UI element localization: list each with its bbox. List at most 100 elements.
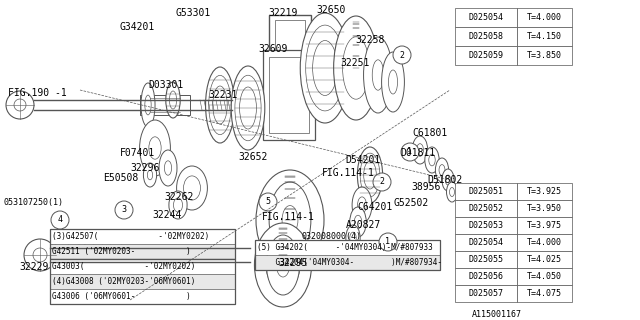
Text: C61801: C61801 [412, 128, 447, 138]
Ellipse shape [147, 170, 152, 180]
Text: G34201: G34201 [120, 22, 156, 32]
Text: 32652: 32652 [238, 152, 268, 162]
Circle shape [24, 239, 56, 271]
Ellipse shape [59, 248, 65, 262]
Ellipse shape [92, 241, 105, 269]
Text: T=4.025: T=4.025 [527, 255, 562, 264]
Text: D025057: D025057 [468, 289, 504, 298]
Bar [50, 274, 235, 289]
Text: 32229: 32229 [19, 262, 49, 272]
Ellipse shape [445, 175, 451, 185]
Ellipse shape [149, 137, 161, 159]
Text: T=4.075: T=4.075 [527, 289, 562, 298]
Bar [455, 268, 517, 285]
Ellipse shape [170, 91, 177, 109]
Bar [50, 244, 235, 259]
Bar [517, 251, 572, 268]
Circle shape [379, 233, 397, 251]
Bar [517, 8, 572, 27]
Text: 4: 4 [58, 215, 63, 225]
Circle shape [401, 143, 419, 161]
Text: D025053: D025053 [468, 221, 504, 230]
Ellipse shape [435, 158, 449, 182]
Ellipse shape [360, 153, 380, 197]
Ellipse shape [364, 37, 392, 113]
Text: 32219: 32219 [268, 8, 298, 18]
Bar [50, 229, 235, 259]
Ellipse shape [54, 237, 70, 273]
Bar [275, 20, 305, 80]
Ellipse shape [429, 154, 435, 166]
Bar [455, 251, 517, 268]
Ellipse shape [312, 41, 337, 95]
Text: 32262: 32262 [164, 192, 193, 202]
Bar [50, 259, 235, 304]
Ellipse shape [235, 75, 261, 141]
Text: T=4.050: T=4.050 [527, 272, 562, 281]
Bar [455, 8, 517, 27]
Circle shape [14, 99, 26, 111]
Bar [517, 268, 572, 285]
Text: T=4.000: T=4.000 [527, 238, 562, 247]
Ellipse shape [449, 188, 454, 196]
Text: D025055: D025055 [468, 255, 504, 264]
Bar [269, 57, 309, 133]
Text: G42511 ('02MY0203-           ): G42511 ('02MY0203- ) [52, 247, 191, 256]
Ellipse shape [141, 83, 155, 127]
Bar [255, 255, 440, 270]
Text: G52502: G52502 [394, 198, 429, 208]
Bar [263, 50, 315, 140]
Ellipse shape [266, 235, 300, 295]
Text: G43006 ('06MY0601-           ): G43006 ('06MY0601- ) [52, 292, 191, 301]
Text: D025056: D025056 [468, 272, 504, 281]
Ellipse shape [442, 169, 454, 191]
Ellipse shape [255, 223, 312, 307]
Text: D51802: D51802 [427, 175, 462, 185]
Bar [517, 234, 572, 251]
Bar [269, 15, 311, 85]
Bar [50, 259, 235, 274]
Text: C64201: C64201 [357, 202, 392, 212]
Text: D025054: D025054 [468, 13, 504, 22]
Bar [455, 234, 517, 251]
Ellipse shape [184, 176, 200, 200]
Text: 1: 1 [385, 237, 390, 246]
Bar [455, 183, 517, 200]
Ellipse shape [439, 164, 445, 175]
Ellipse shape [212, 86, 227, 124]
Bar [455, 27, 517, 46]
Text: D025054: D025054 [468, 238, 504, 247]
Ellipse shape [205, 67, 234, 143]
Text: T=3.950: T=3.950 [527, 204, 562, 213]
Text: 32609: 32609 [258, 44, 287, 54]
Ellipse shape [425, 147, 439, 173]
Text: F07401: F07401 [120, 148, 156, 158]
Ellipse shape [95, 249, 101, 261]
Ellipse shape [381, 52, 404, 112]
Ellipse shape [173, 198, 182, 212]
Ellipse shape [447, 182, 458, 202]
Text: 32295: 32295 [278, 258, 307, 268]
Ellipse shape [306, 25, 344, 111]
Circle shape [6, 91, 34, 119]
Ellipse shape [143, 163, 157, 187]
Bar [255, 240, 440, 255]
Text: 3: 3 [122, 205, 127, 214]
Text: FIG.114-1: FIG.114-1 [322, 168, 375, 178]
Text: G43003(             -'02MY0202): G43003( -'02MY0202) [52, 262, 195, 271]
Circle shape [33, 248, 47, 262]
Text: FIG.114-1: FIG.114-1 [262, 212, 315, 222]
Bar [517, 285, 572, 302]
Ellipse shape [169, 191, 187, 219]
Ellipse shape [269, 182, 311, 258]
Ellipse shape [412, 136, 428, 164]
Ellipse shape [239, 87, 257, 129]
Ellipse shape [269, 190, 310, 250]
Ellipse shape [417, 144, 424, 156]
Text: D01811: D01811 [400, 148, 435, 158]
Text: D54201: D54201 [345, 155, 380, 165]
Circle shape [115, 201, 133, 219]
Text: 38956: 38956 [411, 182, 440, 192]
Text: 2: 2 [380, 178, 385, 187]
Text: T=3.975: T=3.975 [527, 221, 562, 230]
